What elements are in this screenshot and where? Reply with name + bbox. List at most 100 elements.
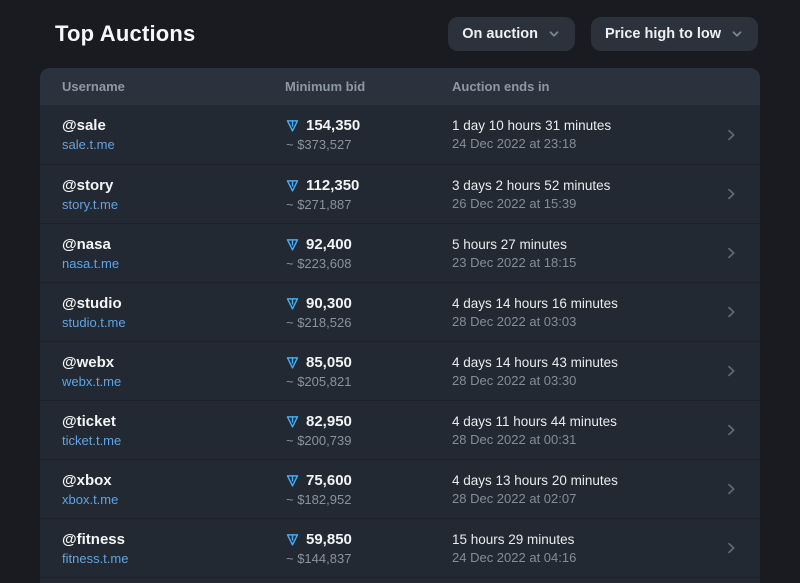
bid-usd-estimate: ~ $373,527 (286, 137, 352, 152)
sort-filter-dropdown[interactable]: Price high to low (590, 17, 758, 51)
time-remaining: 4 days 14 hours 16 minutes (452, 295, 618, 311)
ton-diamond-icon (286, 238, 299, 251)
ton-diamond-icon (286, 297, 299, 310)
ton-diamond-icon (286, 120, 299, 132)
username-link[interactable]: sale.t.me (62, 137, 115, 152)
minimum-bid-cell: 154,350 ~ $373,527 (285, 117, 452, 152)
username-text: @studio (62, 294, 122, 312)
username-link[interactable]: xbox.t.me (62, 491, 119, 507)
username-cell: @studio studio.t.me (62, 295, 285, 330)
chevron-right-icon[interactable] (723, 363, 739, 379)
username-cell: @sale sale.t.me (62, 117, 285, 152)
end-date: 28 Dec 2022 at 00:31 (452, 431, 577, 447)
time-remaining: 3 days 2 hours 52 minutes (452, 177, 611, 193)
time-remaining: 5 hours 27 minutes (452, 236, 567, 252)
time-remaining: 4 days 13 hours 20 minutes (452, 472, 618, 488)
chevron-down-icon (732, 31, 742, 37)
end-date: 24 Dec 2022 at 04:16 (452, 549, 577, 565)
bid-usd-estimate: ~ $271,887 (286, 196, 352, 212)
ton-diamond-icon (286, 356, 299, 369)
end-date: 28 Dec 2022 at 03:30 (452, 372, 577, 388)
auction-ends-cell: 1 day 10 hours 31 minutes 24 Dec 2022 at… (452, 118, 716, 151)
column-header-minimum-bid: Minimum bid (285, 79, 366, 94)
username-text: @webx (62, 353, 115, 371)
auction-ends-cell: 4 days 14 hours 43 minutes 28 Dec 2022 a… (452, 355, 716, 388)
username-link[interactable]: fitness.t.me (62, 550, 129, 566)
chevron-right-icon[interactable] (723, 481, 739, 497)
ton-diamond-icon (286, 415, 299, 428)
minimum-bid-cell: 75,600 ~ $182,952 (285, 472, 452, 507)
ton-diamond-icon (286, 179, 299, 192)
minimum-bid-cell: 85,050 ~ $205,821 (285, 354, 452, 389)
ton-diamond-icon (286, 533, 299, 546)
auction-table-body: @sale sale.t.me 154,350 ~ $373,527 1 day… (40, 105, 760, 577)
username-text: @sale (62, 117, 106, 134)
auctions-table: Username Minimum bid Auction ends in @sa… (40, 68, 760, 583)
username-cell: @webx webx.t.me (62, 354, 285, 389)
username-link[interactable]: studio.t.me (62, 314, 126, 330)
column-header-auction-ends-in: Auction ends in (452, 79, 550, 94)
table-row[interactable]: @ticket ticket.t.me 82,950 ~ $200,739 4 … (40, 400, 760, 459)
bid-usd-estimate: ~ $182,952 (286, 491, 352, 507)
username-link[interactable]: webx.t.me (62, 373, 122, 389)
time-remaining: 1 day 10 hours 31 minutes (452, 118, 612, 133)
username-cell: @xbox xbox.t.me (62, 472, 285, 507)
minimum-bid-cell: 90,300 ~ $218,526 (285, 295, 452, 330)
end-date: 23 Dec 2022 at 18:15 (452, 254, 577, 270)
username-link[interactable]: nasa.t.me (62, 255, 120, 271)
username-cell: @fitness fitness.t.me (62, 531, 285, 566)
table-row[interactable]: @nasa nasa.t.me 92,400 ~ $223,608 5 hour… (40, 223, 760, 282)
username-text: @nasa (62, 235, 111, 253)
bid-ton-amount: 112,350 (306, 176, 360, 194)
chevron-right-icon[interactable] (723, 304, 739, 320)
bid-ton-amount: 154,350 (306, 117, 361, 134)
username-link[interactable]: story.t.me (62, 196, 119, 212)
username-cell: @story story.t.me (62, 177, 285, 212)
table-row[interactable]: @fitness fitness.t.me 59,850 ~ $144,837 … (40, 518, 760, 577)
table-row[interactable]: @studio studio.t.me 90,300 ~ $218,526 4 … (40, 282, 760, 341)
end-date: 24 Dec 2022 at 23:18 (452, 136, 577, 151)
page-title: Top Auctions (55, 21, 196, 46)
table-row[interactable]: @story story.t.me 112,350 ~ $271,887 3 d… (40, 164, 760, 223)
table-row[interactable]: @webx webx.t.me 85,050 ~ $205,821 4 days… (40, 341, 760, 400)
end-date: 26 Dec 2022 at 15:39 (452, 195, 577, 211)
status-filter-label: On auction (462, 26, 538, 42)
chevron-right-icon[interactable] (723, 127, 739, 143)
end-date: 28 Dec 2022 at 02:07 (452, 490, 577, 506)
time-remaining: 4 days 14 hours 43 minutes (452, 354, 618, 370)
username-text: @story (62, 176, 114, 194)
auction-ends-cell: 15 hours 29 minutes 24 Dec 2022 at 04:16 (452, 532, 716, 565)
table-row[interactable]: @xbox xbox.t.me 75,600 ~ $182,952 4 days… (40, 459, 760, 518)
table-header-row: Username Minimum bid Auction ends in (40, 68, 760, 105)
bid-ton-amount: 75,600 (306, 471, 352, 489)
bid-ton-amount: 85,050 (306, 353, 352, 371)
table-row[interactable]: @sale sale.t.me 154,350 ~ $373,527 1 day… (40, 105, 760, 164)
bid-ton-amount: 90,300 (306, 294, 352, 312)
time-remaining: 4 days 11 hours 44 minutes (452, 413, 617, 429)
minimum-bid-cell: 59,850 ~ $144,837 (285, 531, 452, 566)
status-filter-dropdown[interactable]: On auction (448, 17, 575, 51)
bid-usd-estimate: ~ $223,608 (286, 255, 352, 271)
chevron-down-icon (549, 31, 559, 37)
auction-ends-cell: 5 hours 27 minutes 23 Dec 2022 at 18:15 (452, 237, 716, 270)
username-cell: @nasa nasa.t.me (62, 236, 285, 271)
chevron-right-icon[interactable] (723, 186, 739, 202)
bid-ton-amount: 82,950 (306, 412, 352, 430)
bid-ton-amount: 59,850 (306, 530, 352, 548)
auction-ends-cell: 4 days 13 hours 20 minutes 28 Dec 2022 a… (452, 473, 716, 506)
chevron-right-icon[interactable] (723, 245, 739, 261)
username-cell: @ticket ticket.t.me (62, 413, 285, 448)
username-link[interactable]: ticket.t.me (62, 432, 122, 448)
auction-ends-cell: 3 days 2 hours 52 minutes 26 Dec 2022 at… (452, 178, 716, 211)
chevron-right-icon[interactable] (723, 540, 739, 556)
username-text: @ticket (62, 412, 116, 430)
bid-usd-estimate: ~ $205,821 (286, 373, 352, 389)
bid-usd-estimate: ~ $200,739 (286, 432, 352, 448)
sort-filter-label: Price high to low (604, 26, 721, 42)
minimum-bid-cell: 112,350 ~ $271,887 (285, 177, 452, 212)
bid-ton-amount: 92,400 (306, 235, 352, 253)
bid-usd-estimate: ~ $218,526 (286, 314, 352, 330)
column-header-username: Username (62, 79, 125, 94)
top-bar: Top Auctions On auction Price high to lo… (0, 0, 800, 68)
chevron-right-icon[interactable] (723, 422, 739, 438)
